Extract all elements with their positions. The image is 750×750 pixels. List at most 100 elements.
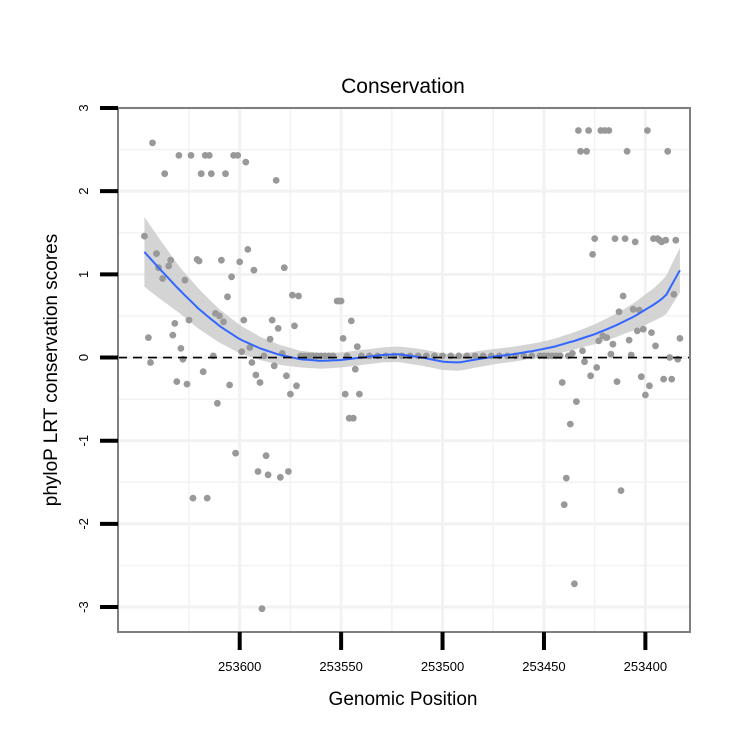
data-point (585, 127, 592, 134)
data-point (228, 273, 236, 281)
data-point (571, 580, 578, 588)
data-point (274, 325, 282, 332)
data-point (455, 352, 463, 360)
data-point (236, 258, 244, 266)
data-point (670, 290, 678, 298)
data-point (664, 147, 672, 155)
data-point (560, 501, 568, 509)
data-point (289, 291, 296, 299)
y-tick-label: 2 (76, 188, 91, 195)
x-tick-label: 253600 (218, 659, 261, 674)
data-point (587, 372, 594, 380)
data-point (250, 266, 258, 274)
data-point (625, 336, 633, 344)
data-point (195, 257, 203, 265)
data-point (177, 345, 185, 352)
data-point (199, 368, 207, 376)
data-point (672, 236, 680, 244)
data-point (161, 170, 169, 178)
data-point (270, 362, 278, 370)
data-point (351, 365, 359, 373)
data-point (621, 235, 629, 243)
data-point (660, 375, 667, 383)
data-point (183, 380, 191, 388)
smooth-line (143, 251, 681, 364)
y-tick-label: 0 (76, 354, 91, 361)
data-point (353, 343, 361, 351)
data-point (205, 152, 213, 159)
data-point (652, 342, 659, 350)
data-point (579, 347, 586, 355)
data-point (149, 139, 156, 147)
data-point (220, 318, 227, 326)
y-tick-label: -1 (76, 435, 91, 447)
data-point (256, 379, 264, 386)
data-point (262, 452, 270, 460)
data-point (339, 335, 347, 342)
data-point (619, 292, 627, 300)
data-point (169, 331, 177, 339)
data-point (207, 170, 215, 178)
x-axis-label: Genomic Position (329, 689, 478, 710)
data-point (341, 390, 349, 398)
data-point (254, 468, 262, 475)
data-point (283, 372, 290, 380)
data-point (258, 605, 266, 613)
data-point (216, 312, 223, 320)
data-point (562, 474, 570, 482)
data-point (285, 468, 292, 475)
data-point (593, 364, 601, 371)
data-point (165, 262, 173, 270)
data-point (607, 350, 615, 358)
data-point (291, 322, 298, 330)
plot-panel (117, 106, 691, 633)
data-point (662, 236, 670, 244)
data-point (234, 152, 242, 159)
data-point (272, 177, 280, 184)
x-tick-label: 253500 (421, 659, 464, 674)
data-point (642, 391, 649, 399)
data-point (240, 316, 248, 324)
x-axis: 253600 253550 253500 253450 253400 (218, 632, 667, 674)
data-point (613, 378, 621, 385)
data-point (141, 232, 148, 240)
data-point (252, 371, 260, 379)
data-point (573, 398, 580, 405)
data-point (609, 340, 617, 348)
data-point (668, 375, 676, 383)
data-point (145, 334, 152, 341)
data-point (623, 147, 631, 155)
data-point (611, 235, 619, 243)
data-point (187, 152, 195, 159)
data-point (181, 276, 189, 284)
data-point (566, 420, 574, 428)
data-point (218, 256, 225, 264)
data-point (617, 487, 625, 494)
data-point (569, 350, 576, 357)
data-point (644, 127, 651, 134)
panel-border (117, 107, 691, 633)
y-axis-label: phyloP LRT conservation scores (41, 234, 62, 507)
data-point (337, 297, 345, 305)
data-point (203, 494, 211, 502)
data-point (246, 344, 254, 351)
data-point (646, 382, 653, 390)
data-point (639, 325, 647, 333)
data-point (167, 256, 175, 264)
y-axis: -3 -2 -1 0 1 2 3 (76, 104, 118, 613)
data-point (577, 147, 584, 155)
data-point (197, 170, 205, 178)
data-point (627, 351, 635, 359)
data-point (666, 354, 674, 361)
data-point (347, 317, 355, 325)
data-point (260, 352, 268, 360)
chart-title: Conservation (341, 75, 465, 98)
data-point (280, 264, 288, 272)
data-point (605, 127, 613, 134)
data-point (173, 378, 181, 385)
data-point (264, 471, 272, 479)
data-point (238, 348, 246, 356)
data-point (589, 251, 596, 258)
data-point (248, 359, 256, 366)
